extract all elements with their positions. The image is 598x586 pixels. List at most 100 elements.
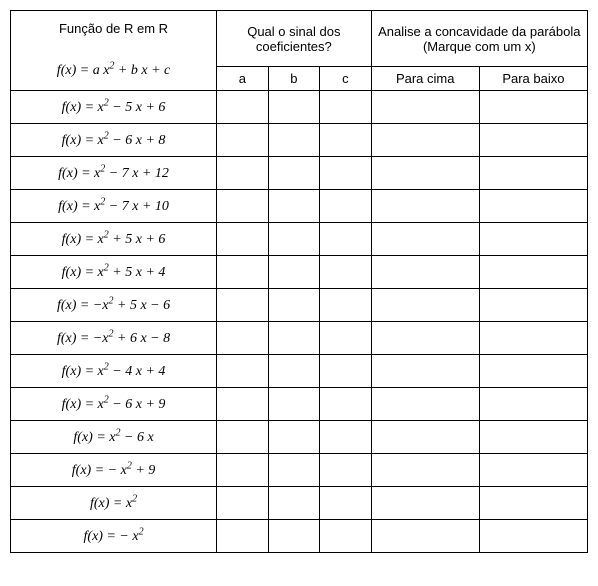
coef-cell-a[interactable] (217, 421, 269, 454)
coef-cell-a[interactable] (217, 223, 269, 256)
concavity-cell-down[interactable] (479, 322, 587, 355)
concavity-cell-up[interactable] (371, 223, 479, 256)
concavity-cell-down[interactable] (479, 190, 587, 223)
coef-cell-b[interactable] (268, 421, 320, 454)
coef-cell-b[interactable] (268, 157, 320, 190)
concavity-title: Analise a concavidade da parábola (378, 24, 580, 39)
formula-text: f(x) = x2 − 6 x + 8 (62, 133, 166, 148)
concavity-cell-up[interactable] (371, 256, 479, 289)
coef-cell-c[interactable] (320, 322, 372, 355)
coef-cell-c[interactable] (320, 124, 372, 157)
coef-cell-c[interactable] (320, 355, 372, 388)
concavity-cell-down[interactable] (479, 124, 587, 157)
header-concavity: Analise a concavidade da parábola (Marqu… (371, 11, 587, 67)
coef-cell-c[interactable] (320, 223, 372, 256)
coef-cell-c[interactable] (320, 454, 372, 487)
coef-cell-b[interactable] (268, 355, 320, 388)
subheader-a: a (217, 67, 269, 91)
concavity-cell-down[interactable] (479, 289, 587, 322)
function-formula: f(x) = a x2 + b x + c (57, 63, 170, 78)
coef-cell-b[interactable] (268, 322, 320, 355)
table-row: f(x) = x2 + 5 x + 6 (11, 223, 588, 256)
concavity-cell-up[interactable] (371, 454, 479, 487)
table-row: f(x) = −x2 + 5 x − 6 (11, 289, 588, 322)
table-row: f(x) = x2 − 6 x (11, 421, 588, 454)
header-function: Função de R em R f(x) = a x2 + b x + c (11, 11, 217, 91)
function-cell: f(x) = x2 − 7 x + 10 (11, 190, 217, 223)
formula-text: f(x) = −x2 + 6 x − 8 (57, 331, 170, 346)
concavity-cell-up[interactable] (371, 487, 479, 520)
concavity-cell-up[interactable] (371, 157, 479, 190)
formula-text: f(x) = − x2 (84, 529, 144, 544)
coef-cell-a[interactable] (217, 520, 269, 553)
formula-text: f(x) = x2 + 5 x + 6 (62, 232, 166, 247)
concavity-cell-up[interactable] (371, 322, 479, 355)
formula-text: f(x) = x2 − 6 x (73, 430, 153, 445)
concavity-cell-down[interactable] (479, 256, 587, 289)
concavity-cell-up[interactable] (371, 289, 479, 322)
coef-cell-a[interactable] (217, 388, 269, 421)
coef-cell-a[interactable] (217, 157, 269, 190)
formula-text: f(x) = x2 − 6 x + 9 (62, 397, 166, 412)
concavity-cell-up[interactable] (371, 388, 479, 421)
coef-cell-b[interactable] (268, 289, 320, 322)
coef-cell-c[interactable] (320, 487, 372, 520)
coef-cell-b[interactable] (268, 91, 320, 124)
coef-cell-b[interactable] (268, 487, 320, 520)
table-row: f(x) = x2 − 5 x + 6 (11, 91, 588, 124)
concavity-cell-up[interactable] (371, 91, 479, 124)
coef-cell-c[interactable] (320, 91, 372, 124)
formula-text: f(x) = −x2 + 5 x − 6 (57, 298, 170, 313)
coef-cell-c[interactable] (320, 289, 372, 322)
coef-cell-c[interactable] (320, 190, 372, 223)
coef-cell-c[interactable] (320, 421, 372, 454)
coef-cell-a[interactable] (217, 190, 269, 223)
table-row: f(x) = x2 − 6 x + 9 (11, 388, 588, 421)
coef-cell-c[interactable] (320, 388, 372, 421)
concavity-cell-down[interactable] (479, 91, 587, 124)
concavity-cell-down[interactable] (479, 487, 587, 520)
concavity-cell-down[interactable] (479, 355, 587, 388)
function-cell: f(x) = x2 − 6 x + 9 (11, 388, 217, 421)
concavity-cell-up[interactable] (371, 520, 479, 553)
coef-cell-a[interactable] (217, 256, 269, 289)
function-cell: f(x) = x2 − 6 x + 8 (11, 124, 217, 157)
coef-cell-b[interactable] (268, 454, 320, 487)
concavity-cell-down[interactable] (479, 454, 587, 487)
coef-cell-b[interactable] (268, 388, 320, 421)
table-row: f(x) = x2 − 4 x + 4 (11, 355, 588, 388)
concavity-cell-up[interactable] (371, 355, 479, 388)
concavity-cell-down[interactable] (479, 421, 587, 454)
coef-cell-a[interactable] (217, 355, 269, 388)
coef-cell-b[interactable] (268, 520, 320, 553)
coef-cell-b[interactable] (268, 124, 320, 157)
function-cell: f(x) = − x2 (11, 520, 217, 553)
coef-cell-a[interactable] (217, 289, 269, 322)
coef-cell-a[interactable] (217, 454, 269, 487)
concavity-cell-up[interactable] (371, 190, 479, 223)
concavity-cell-down[interactable] (479, 388, 587, 421)
concavity-cell-up[interactable] (371, 124, 479, 157)
table-row: f(x) = − x2 + 9 (11, 454, 588, 487)
coef-cell-c[interactable] (320, 256, 372, 289)
coef-cell-a[interactable] (217, 124, 269, 157)
coef-cell-a[interactable] (217, 487, 269, 520)
formula-text: f(x) = x2 − 4 x + 4 (62, 364, 166, 379)
formula-text: f(x) = x2 − 7 x + 12 (58, 166, 169, 181)
function-cell: f(x) = x2 (11, 487, 217, 520)
coef-cell-b[interactable] (268, 190, 320, 223)
coef-cell-b[interactable] (268, 256, 320, 289)
coef-cell-c[interactable] (320, 157, 372, 190)
function-cell: f(x) = − x2 + 9 (11, 454, 217, 487)
table-row: f(x) = x2 (11, 487, 588, 520)
concavity-cell-up[interactable] (371, 421, 479, 454)
coef-cell-a[interactable] (217, 91, 269, 124)
coef-cell-a[interactable] (217, 322, 269, 355)
coef-cell-c[interactable] (320, 520, 372, 553)
function-cell: f(x) = −x2 + 6 x − 8 (11, 322, 217, 355)
concavity-cell-down[interactable] (479, 520, 587, 553)
coef-cell-b[interactable] (268, 223, 320, 256)
table-row: f(x) = − x2 (11, 520, 588, 553)
concavity-cell-down[interactable] (479, 223, 587, 256)
concavity-cell-down[interactable] (479, 157, 587, 190)
